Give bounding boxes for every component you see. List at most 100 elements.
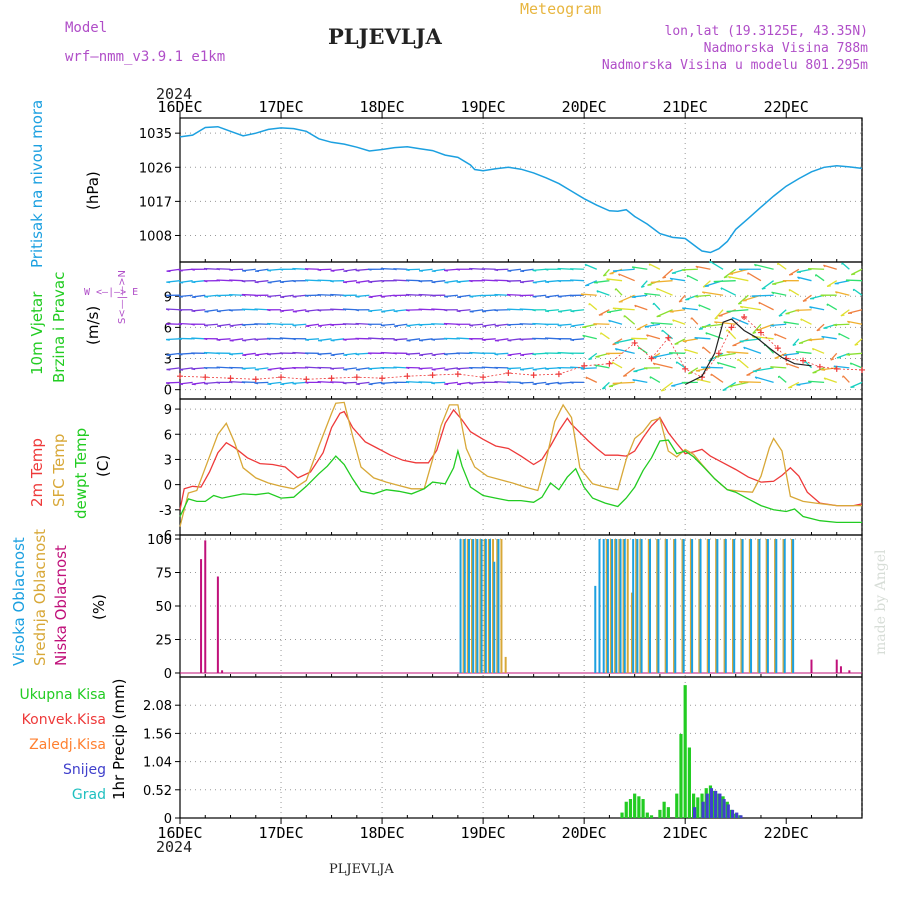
wind-arrow-head bbox=[393, 268, 397, 271]
wind-arrow-head bbox=[845, 279, 850, 282]
wind-arrow-head bbox=[690, 317, 693, 320]
wind-arrow-head bbox=[807, 268, 812, 271]
wind-speed-marker bbox=[728, 324, 735, 331]
wind-arrow bbox=[823, 377, 837, 384]
wind-arrow-head bbox=[229, 279, 233, 282]
wind-arrow-head bbox=[816, 329, 821, 332]
wind-arrow-head bbox=[614, 348, 618, 351]
wind-arrow-head bbox=[738, 268, 743, 271]
wind-arrow-head bbox=[481, 294, 486, 297]
wind-arrow bbox=[688, 367, 699, 375]
wind-arrow bbox=[795, 309, 812, 312]
wind-arrow bbox=[696, 378, 711, 384]
wind-arrow-head bbox=[570, 268, 574, 271]
wind-arrow-head bbox=[678, 300, 683, 303]
wind-arrow-head bbox=[840, 314, 845, 317]
wind-arrow-head bbox=[367, 337, 372, 340]
wind-arrow-head bbox=[648, 263, 651, 266]
wind-arrow-head bbox=[191, 281, 196, 284]
wind-arrow bbox=[682, 307, 698, 311]
wind-arrow-head bbox=[317, 279, 322, 282]
wind-arrow-head bbox=[178, 269, 183, 272]
wind-arrow bbox=[804, 360, 812, 369]
wind-arrow-head bbox=[800, 318, 803, 321]
wind-arrow-head bbox=[743, 346, 746, 350]
wind-arrow bbox=[612, 268, 635, 272]
wind-arrow-head bbox=[854, 343, 859, 346]
wind-arrow-head bbox=[431, 308, 435, 311]
wind-arrow-head bbox=[393, 294, 398, 297]
wind-arrow-head bbox=[355, 353, 360, 356]
wind-arrow-head bbox=[317, 353, 322, 356]
y-tick-label: 0 bbox=[164, 479, 172, 494]
wind-arrow bbox=[611, 361, 623, 369]
wind-arrow-head bbox=[342, 308, 347, 311]
wind-arrow-head bbox=[570, 310, 575, 313]
wind-arrow bbox=[747, 272, 762, 282]
wind-arrow-head bbox=[393, 310, 398, 313]
y-tick-label: 1.56 bbox=[143, 727, 172, 742]
wind-arrow bbox=[406, 380, 420, 384]
wind-arrow-head bbox=[380, 351, 385, 355]
wind-arrow bbox=[601, 381, 610, 390]
precip-legend-item: Grad bbox=[71, 787, 106, 803]
wind-arrow-head bbox=[355, 337, 359, 341]
wind-arrow-head bbox=[580, 368, 585, 370]
wind-arrow bbox=[714, 321, 736, 325]
wind-arrow-head bbox=[203, 267, 208, 271]
precip-bar bbox=[620, 812, 624, 818]
wind-arrow-head bbox=[418, 280, 423, 283]
wind-arrow bbox=[304, 268, 319, 270]
x-tick-label-bottom: 16DEC bbox=[157, 824, 202, 842]
precip-bar bbox=[722, 799, 726, 818]
wind-arrow bbox=[393, 279, 408, 282]
precip-bar bbox=[709, 788, 714, 818]
wind-arrow bbox=[380, 267, 395, 270]
wind-arrow-head bbox=[241, 293, 246, 297]
wind-arrow-head bbox=[646, 334, 649, 337]
wind-arrow-head bbox=[532, 295, 537, 298]
wind-arrow bbox=[726, 329, 737, 340]
wind-arrow-head bbox=[544, 268, 549, 271]
wind-arrow-head bbox=[304, 268, 309, 271]
wind-arrow bbox=[342, 308, 357, 311]
wind-arrow bbox=[854, 338, 863, 346]
wind-arrow-head bbox=[330, 280, 334, 283]
wind-arrow-head bbox=[191, 337, 195, 340]
wind-arrow-head bbox=[456, 281, 461, 284]
wind-arrow bbox=[593, 280, 610, 284]
x-tick-label-bottom: 21DEC bbox=[663, 824, 708, 842]
wind-arrow bbox=[694, 294, 711, 298]
wind-arrow-head bbox=[506, 381, 511, 384]
wind-arrow-head bbox=[456, 352, 460, 355]
wind-arrow-head bbox=[714, 317, 719, 320]
wind-arrow-head bbox=[753, 263, 757, 267]
y-tick-label: 6 bbox=[164, 428, 172, 443]
wind-arrow-head bbox=[634, 304, 637, 308]
wind-arrow-head bbox=[229, 325, 234, 327]
wind-arrow-head bbox=[716, 362, 720, 365]
wind-arrow-head bbox=[720, 287, 723, 290]
wind-arrow bbox=[783, 321, 799, 325]
wind-arrow bbox=[701, 323, 724, 328]
y-tick-label: 1017 bbox=[139, 195, 172, 210]
wind-arrow-head bbox=[304, 294, 309, 297]
wind-arrow-head bbox=[330, 381, 334, 384]
wind-arrow-head bbox=[443, 309, 448, 312]
wind-arrow bbox=[330, 293, 345, 296]
wind-arrow-head bbox=[292, 351, 296, 355]
wind-arrow-head bbox=[368, 281, 373, 284]
wind-arrow bbox=[838, 332, 850, 340]
wind-speed-line bbox=[179, 316, 863, 380]
wind-arrow bbox=[656, 287, 673, 296]
wind-arrow-head bbox=[532, 383, 537, 386]
precip-bar bbox=[633, 793, 637, 818]
wind-arrow-head bbox=[632, 379, 636, 382]
wind-arrow-head bbox=[838, 333, 840, 336]
wind-arrow bbox=[851, 268, 863, 276]
wind-arrow-head bbox=[431, 382, 436, 385]
wind-arrow-head bbox=[705, 332, 708, 335]
wind-arrow-head bbox=[738, 302, 742, 305]
y-tick-label: -6 bbox=[159, 529, 172, 544]
